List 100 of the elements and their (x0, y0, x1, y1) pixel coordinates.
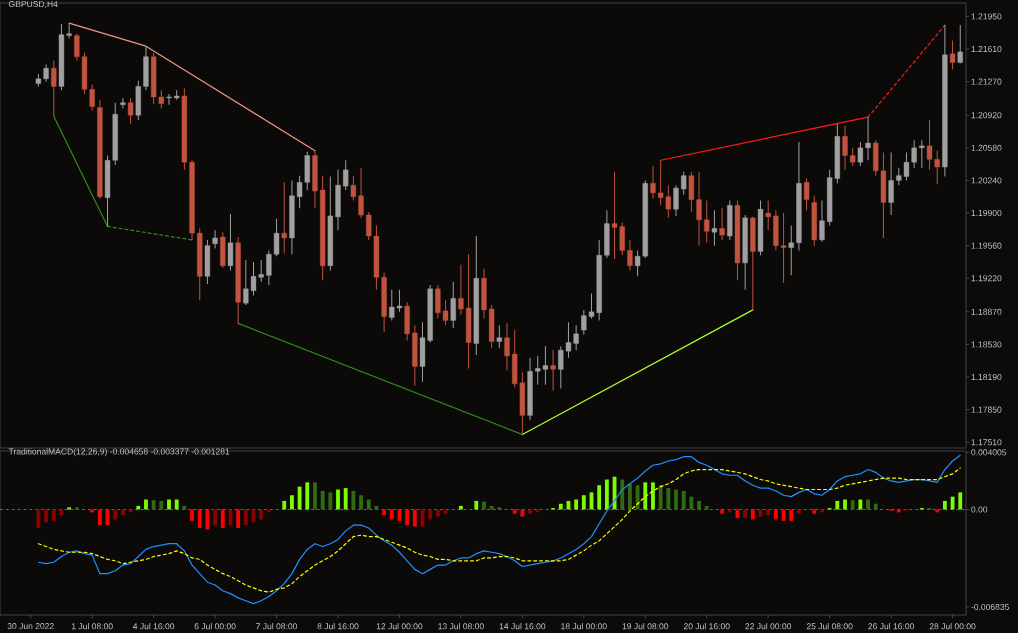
bar (336, 489, 340, 510)
bar (482, 501, 486, 510)
bar (405, 509, 410, 526)
y-tick-label: 1.18530 (971, 341, 1002, 348)
candlestick (819, 200, 825, 243)
bar (121, 509, 125, 516)
candlestick (919, 139, 925, 169)
bar (44, 509, 49, 523)
candlestick (788, 225, 794, 276)
y-tick-label: 0.00 (971, 506, 988, 513)
y-tick-label: 1.18190 (971, 374, 1002, 381)
bar (320, 490, 325, 510)
x-tick-label: 18 Jul 00:00 (561, 623, 607, 630)
bar (812, 509, 817, 514)
candlestick (842, 125, 848, 171)
bar (236, 509, 241, 529)
x-tick-label: 19 Jul 08:00 (622, 623, 669, 630)
candlestick (850, 147, 856, 167)
bar (866, 499, 870, 510)
candlestick (166, 93, 172, 106)
bar (620, 479, 625, 510)
bar (343, 488, 348, 510)
bar (205, 509, 210, 530)
bar (528, 509, 532, 514)
bar (90, 509, 95, 513)
bar (389, 509, 394, 520)
chart-title: TraditionalMACD(12,26,9) -0.004658 -0.003377 -0.001281 (8, 448, 230, 457)
bar (282, 500, 287, 510)
y-tick-label: 1.21950 (971, 13, 1002, 20)
bar (474, 500, 479, 510)
candlestick (696, 171, 702, 247)
candlestick (803, 178, 810, 211)
bar (97, 509, 102, 526)
bar (697, 500, 701, 510)
candlestick (450, 281, 456, 329)
x-tick-label: 1 Jul 08:00 (71, 623, 113, 630)
bar (604, 479, 609, 510)
y-tick-label: 1.20580 (971, 144, 1002, 151)
bar (674, 489, 678, 510)
bar (850, 500, 855, 510)
candlestick (888, 152, 894, 216)
bar (658, 485, 663, 510)
bar (843, 499, 847, 510)
bar (958, 492, 963, 510)
bar (412, 509, 417, 527)
bar (743, 509, 748, 519)
x-tick-label: 13 Jul 08:00 (438, 623, 484, 630)
y-tick-label: 1.19900 (971, 210, 1002, 217)
candlestick (857, 141, 864, 167)
candlestick (765, 200, 771, 231)
bar (681, 490, 686, 510)
x-tick-label: 6 Jul 00:00 (194, 623, 236, 630)
candlestick (350, 175, 357, 202)
y-tick-label: 1.18870 (971, 308, 1002, 315)
candlestick (227, 213, 234, 272)
bar (628, 483, 632, 510)
bar (497, 507, 502, 510)
y-tick-label: 1.19560 (971, 242, 1002, 249)
candlestick (212, 229, 218, 250)
bar (351, 490, 356, 510)
bar (858, 499, 863, 510)
bar (689, 496, 694, 510)
bar (651, 482, 655, 510)
bar (359, 495, 363, 510)
bar (159, 500, 164, 510)
y-tick-label: 1.21270 (971, 78, 1002, 85)
candlestick (496, 324, 502, 349)
candlestick (688, 171, 695, 213)
bar (313, 482, 317, 510)
bar (558, 503, 563, 510)
candlestick (719, 207, 725, 241)
bar (266, 509, 271, 513)
bar (512, 509, 517, 514)
candlestick (650, 165, 656, 200)
bar (167, 499, 171, 510)
bar (174, 499, 179, 510)
bar (197, 509, 202, 529)
x-tick-label: 25 Jul 08:00 (806, 623, 853, 630)
bar (128, 509, 133, 513)
bar (597, 485, 602, 510)
bar (520, 509, 525, 517)
x-tick-label: 28 Jul 00:00 (929, 623, 976, 630)
candlestick (281, 181, 287, 254)
candlestick (711, 209, 718, 247)
bar (942, 500, 947, 510)
bar (643, 482, 648, 510)
bar (820, 509, 824, 513)
bar (213, 509, 218, 526)
bar (382, 509, 387, 516)
bar (797, 509, 801, 514)
candlestick (957, 24, 963, 64)
bar (935, 509, 940, 513)
bar (720, 509, 725, 514)
bar (366, 499, 371, 510)
bar (51, 509, 56, 521)
candlestick (627, 239, 633, 272)
chart-title: GBPUSD,H4 (9, 1, 58, 9)
bar (243, 509, 248, 526)
bar (428, 509, 433, 520)
x-tick-label: 12 Jul 00:00 (376, 623, 423, 630)
